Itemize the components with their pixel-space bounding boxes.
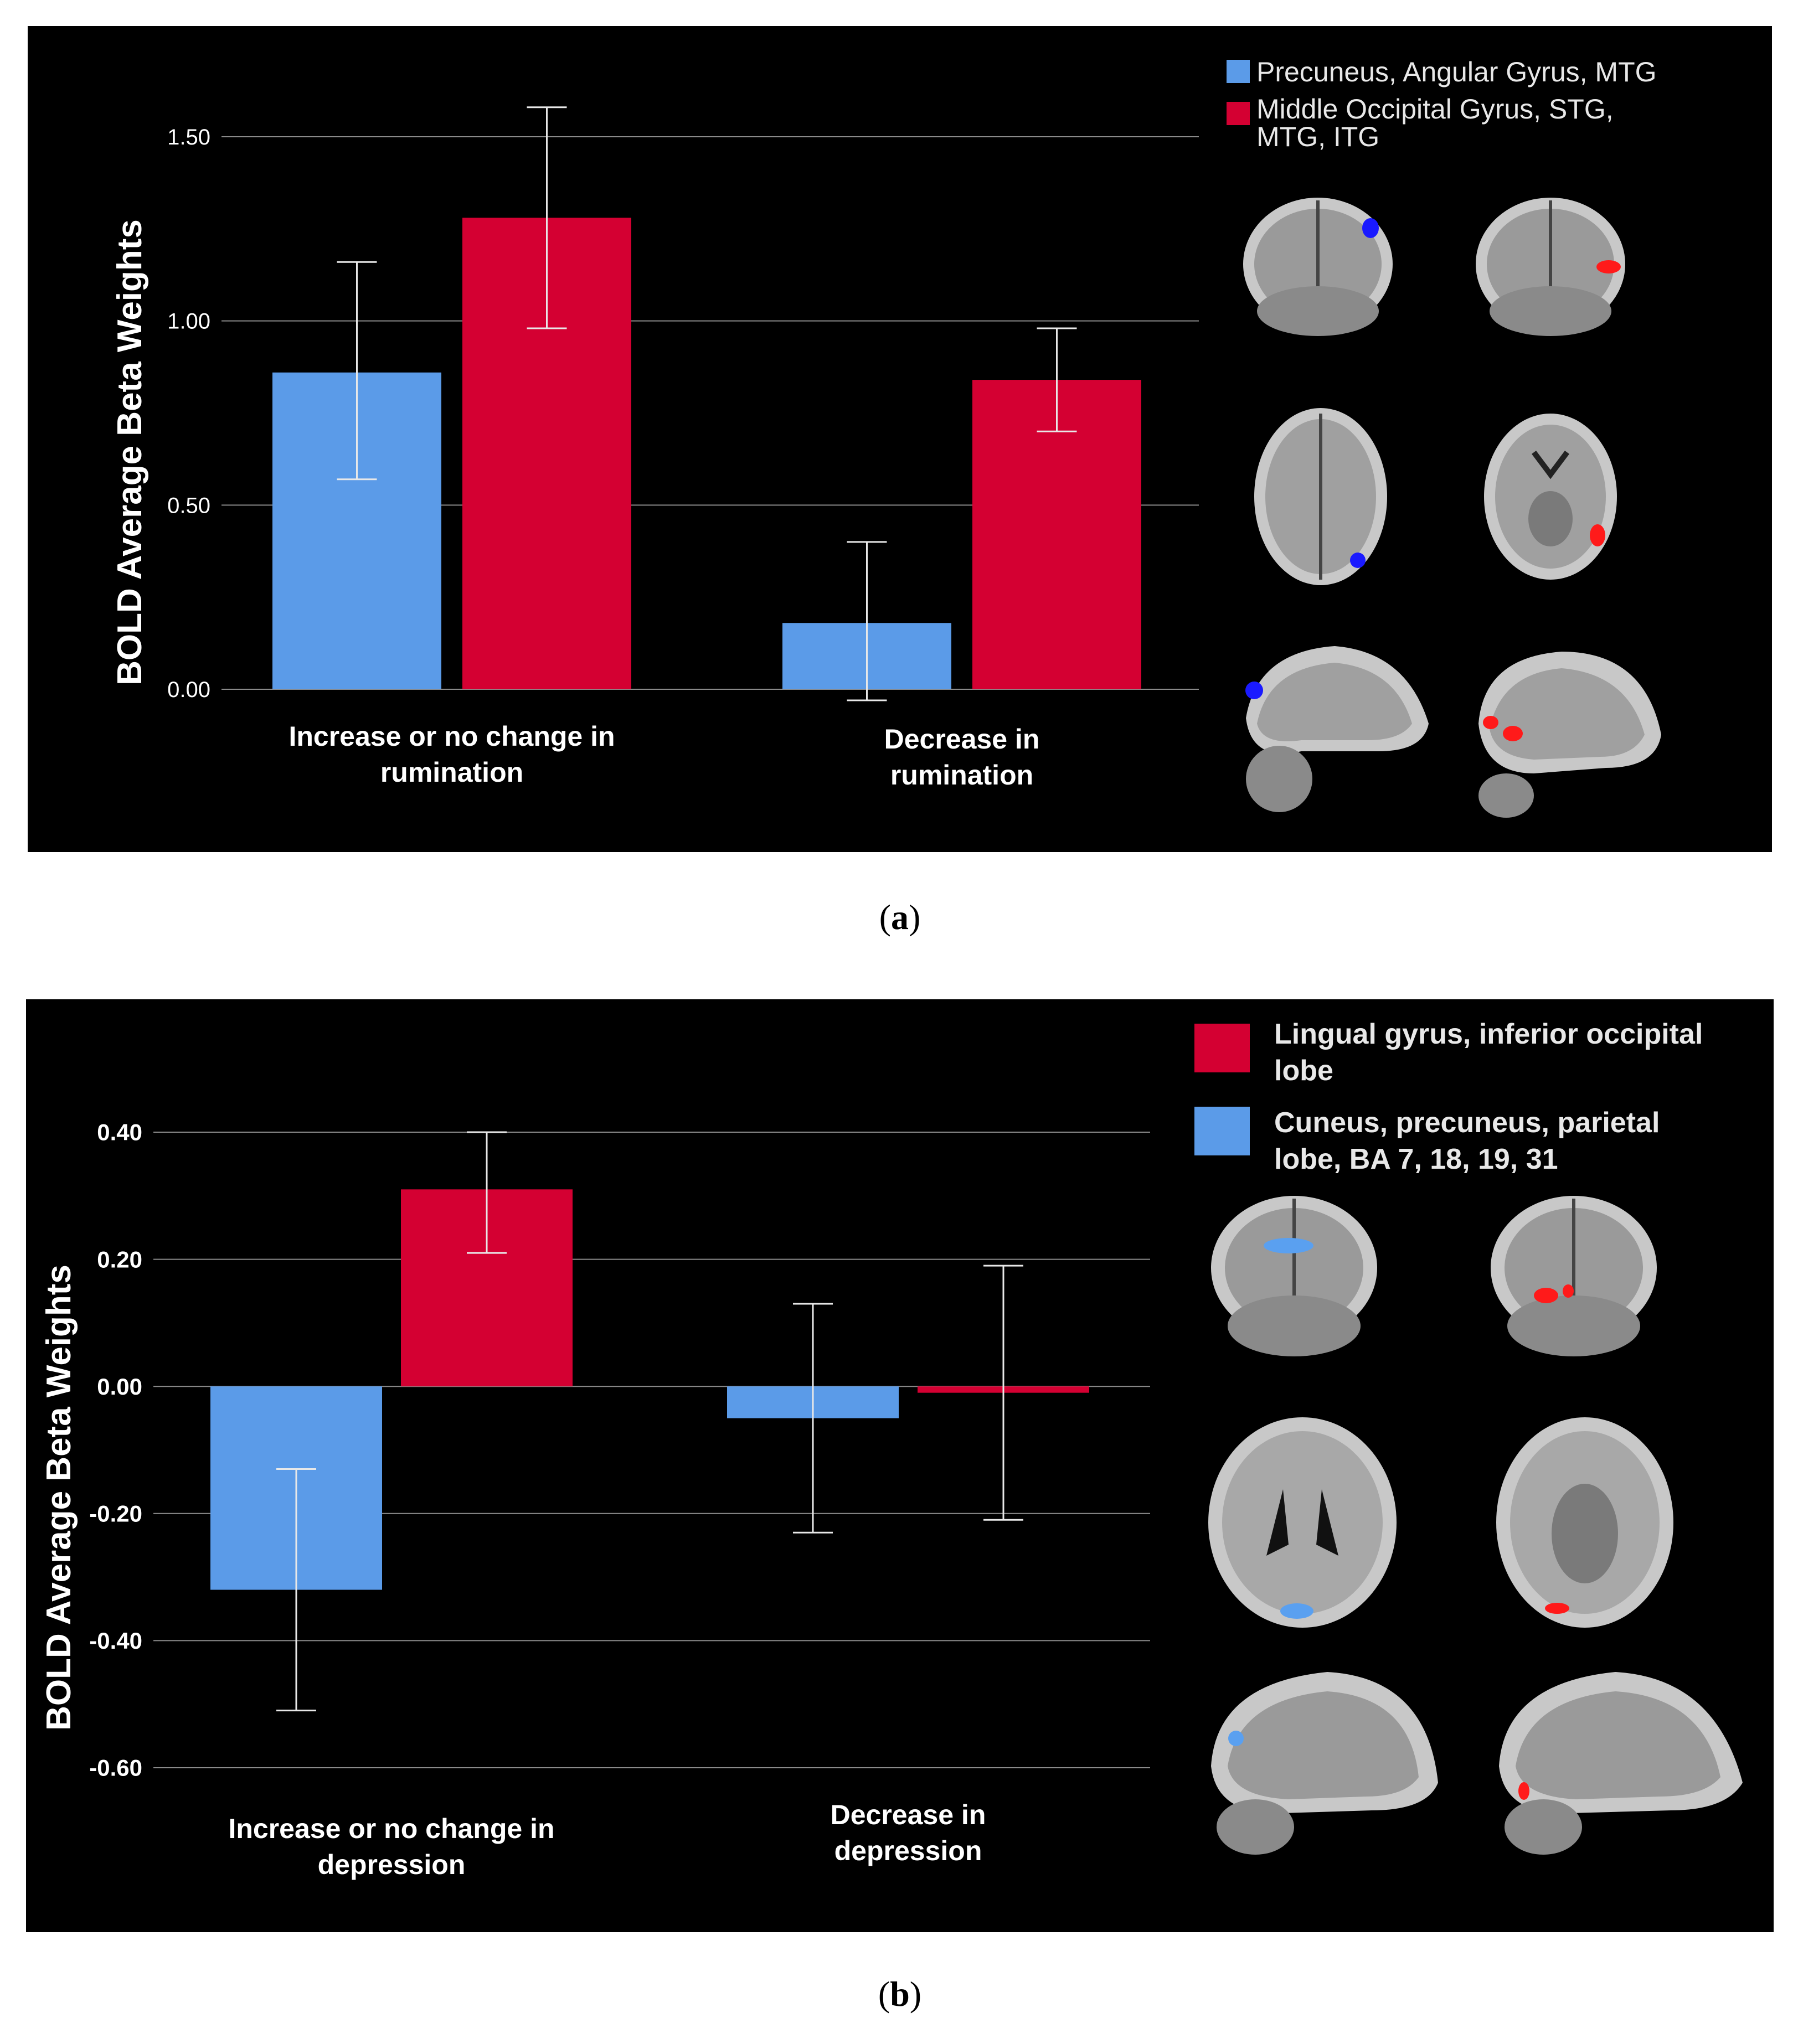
activation-blob-blue	[1280, 1603, 1313, 1619]
legend-label: Lingual gyrus, inferior occipital lobe	[1274, 1018, 1703, 1087]
y-tick-label: -0.20	[89, 1501, 142, 1527]
category-label-line: Increase or no change in	[288, 721, 615, 752]
legend-a: Precuneus, Angular Gyrus, MTG Middle Occ…	[1227, 56, 1758, 184]
error-bar	[1037, 327, 1077, 432]
legend-swatch-blue	[1227, 60, 1250, 83]
panel-label-a: (a)	[879, 897, 921, 937]
brain-coronal-red	[1491, 1196, 1657, 1356]
activation-blob-blue	[1362, 218, 1379, 238]
activation-blob-red	[1518, 1782, 1529, 1800]
category-label-line: rumination	[890, 760, 1033, 791]
activation-blob-blue	[1264, 1238, 1313, 1253]
category-label-line: depression	[834, 1835, 982, 1866]
y-tick-label: -0.40	[89, 1628, 142, 1654]
brain-sagittal-blue	[1245, 646, 1429, 812]
legend-item-blue: Precuneus, Angular Gyrus, MTG	[1227, 56, 1657, 87]
legend-b: Lingual gyrus, inferior occipital lobe C…	[1194, 1016, 1770, 1193]
legend-label: Middle Occipital Gyrus, STG, MTG, ITG	[1256, 94, 1614, 152]
legend-item-red: Middle Occipital Gyrus, STG, MTG, ITG	[1227, 95, 1614, 151]
brain-coronal-blue	[1211, 1196, 1377, 1356]
error-bar	[983, 1264, 1023, 1521]
brain-sagittal-blue	[1211, 1672, 1438, 1855]
error-bar	[527, 106, 567, 329]
legend-swatch-blue	[1194, 1107, 1250, 1155]
category-label-line: Decrease in	[884, 724, 1040, 755]
legend-swatch-red	[1227, 102, 1250, 125]
y-tick-label: 0.40	[97, 1119, 142, 1145]
category-label-line: rumination	[380, 757, 523, 788]
brain-coronal-blue	[1243, 198, 1393, 336]
brain-sagittal-red	[1499, 1672, 1743, 1855]
activation-blob-red	[1590, 524, 1605, 546]
error-bar	[337, 261, 377, 481]
y-axis-label: BOLD Average Beta Weights	[40, 1264, 78, 1731]
error-bar	[793, 1303, 833, 1534]
activation-blob-blue	[1228, 1731, 1244, 1746]
panel-b: -0.60 -0.40 -0.20 0.00 0.20 0.40 BOLD Average …	[26, 999, 1774, 1932]
brain-images-b	[1208, 1196, 1743, 1855]
error-bar	[467, 1131, 507, 1254]
category-label-line: depression	[318, 1849, 466, 1880]
legend-label: Precuneus, Angular Gyrus, MTG	[1256, 56, 1657, 87]
brain-axial-blue	[1208, 1417, 1397, 1628]
category-label: Increase or no change in rumination	[288, 721, 615, 788]
brain-axial-red	[1496, 1417, 1673, 1628]
category-label: Increase or no change in depression	[228, 1813, 554, 1880]
category-label: Decrease in depression	[831, 1799, 986, 1866]
activation-blob-blue	[1245, 682, 1263, 699]
y-tick-label: -0.60	[89, 1755, 142, 1781]
y-tick-label: 0.00	[167, 678, 210, 702]
category-label-line: Decrease in	[831, 1799, 986, 1830]
y-tick-label: 1.00	[167, 309, 210, 334]
y-axis-label: BOLD Average Beta Weights	[111, 219, 149, 685]
category-label: Decrease in rumination	[884, 724, 1040, 791]
panel-a: 0.00 0.50 1.00 1.50 BOLD Average Beta Weight…	[28, 26, 1772, 852]
activation-blob-red	[1483, 716, 1498, 729]
y-tick-label: 0.00	[97, 1374, 142, 1400]
brain-sagittal-red	[1478, 652, 1661, 818]
y-tick-label: 0.20	[97, 1246, 142, 1272]
activation-blob-red	[1534, 1288, 1558, 1303]
activation-blob-red	[1596, 260, 1621, 273]
y-tick-label: 1.50	[167, 125, 210, 149]
chart-b: -0.60 -0.40 -0.20 0.00 0.20 0.40 BOLD Average …	[40, 1119, 1150, 1880]
chart-a: 0.00 0.50 1.00 1.50 BOLD Average Beta Weight…	[111, 106, 1199, 791]
brain-axial-red	[1484, 414, 1617, 580]
legend-item-red: Lingual gyrus, inferior occipital lobe	[1194, 1016, 1703, 1089]
brain-axial-blue	[1254, 408, 1387, 585]
activation-blob-blue	[1350, 553, 1366, 568]
activation-blob-red	[1545, 1603, 1569, 1614]
legend-label: Cuneus, precuneus, parietal lobe, BA 7, …	[1274, 1107, 1660, 1175]
brain-coronal-red	[1476, 198, 1625, 336]
error-bar	[847, 541, 887, 701]
legend-item-blue: Cuneus, precuneus, parietal lobe, BA 7, …	[1194, 1104, 1660, 1178]
y-tick-label: 0.50	[167, 493, 210, 518]
activation-blob-red	[1503, 726, 1523, 741]
panel-label-b: (b)	[878, 1974, 922, 2014]
activation-blob-red	[1563, 1284, 1574, 1298]
legend-swatch-red	[1194, 1024, 1250, 1072]
error-bar	[276, 1468, 316, 1712]
brain-images-a	[1243, 198, 1661, 818]
category-label-line: Increase or no change in	[228, 1813, 554, 1844]
